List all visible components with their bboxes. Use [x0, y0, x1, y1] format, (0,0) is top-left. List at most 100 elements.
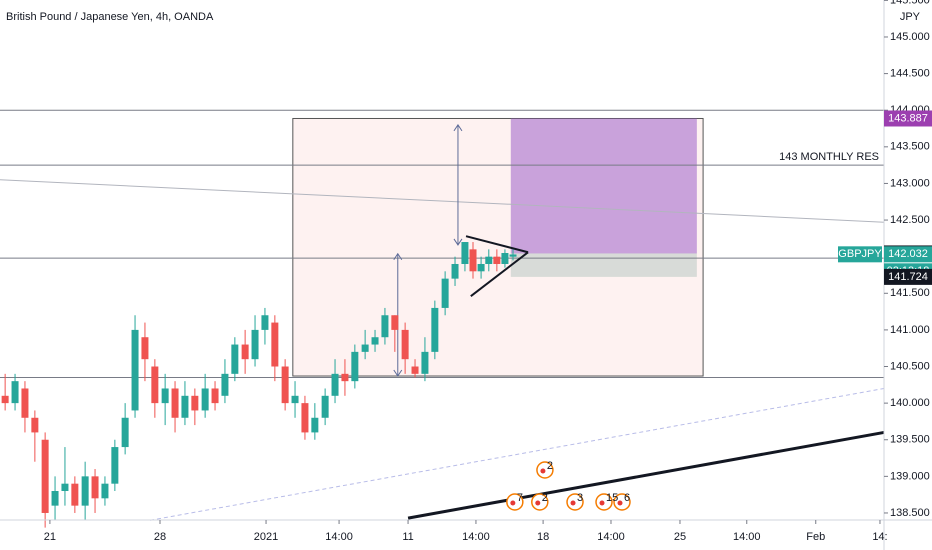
candle-body: [31, 417, 39, 433]
x-tick-label: 14:00: [462, 531, 490, 543]
y-tick-label: 145.000: [890, 31, 930, 43]
event-count: 6: [624, 492, 630, 504]
candle-body: [361, 344, 369, 352]
event-dot: [510, 500, 516, 506]
candle-body: [477, 263, 485, 272]
y-tick-label: 142.500: [890, 214, 930, 226]
candle-body: [11, 381, 19, 404]
x-tick-label: 14:00: [597, 531, 625, 543]
candle-body: [301, 403, 309, 433]
event-count: 15: [606, 492, 618, 504]
candle-body: [201, 388, 209, 411]
chart-title: British Pound / Japanese Yen, 4h, OANDA: [6, 11, 214, 23]
trend-line: [149, 387, 885, 521]
candle-body: [509, 254, 517, 257]
candle-body: [469, 249, 477, 272]
candle-body: [411, 366, 419, 374]
x-tick-label: 11: [402, 531, 413, 543]
x-tick-label: 14:00: [733, 531, 761, 543]
candle-body: [261, 315, 269, 330]
arrow-head: [453, 123, 463, 246]
annotation: 143 MONTHLY RES: [779, 151, 879, 163]
candle-body: [421, 351, 429, 374]
x-tick-label: Feb: [806, 531, 825, 543]
candle-body: [1, 395, 9, 404]
candle-body: [271, 322, 279, 367]
candle-body: [391, 315, 399, 330]
candle-body: [341, 373, 349, 382]
candle-body: [441, 278, 449, 308]
candle-body: [493, 256, 501, 264]
x-tick-label: 2021: [254, 531, 278, 543]
candle-body: [321, 395, 329, 418]
target-box: [510, 118, 697, 254]
candle-body: [381, 315, 389, 338]
plot: [0, 109, 885, 528]
trend-line: [0, 179, 885, 223]
x-tick-label: 28: [154, 531, 166, 543]
y-tick-label: 140.500: [890, 360, 930, 372]
candle-body: [331, 373, 339, 396]
candle-body: [485, 256, 493, 264]
candle-body: [151, 366, 159, 404]
trend-line: [470, 251, 529, 298]
candle-body: [161, 388, 169, 404]
price-tag: [884, 110, 932, 127]
candle-body: [501, 253, 509, 264]
x-tick-label: 14:: [872, 531, 887, 543]
y-tick-label: 141.500: [890, 287, 930, 299]
candle-body: [281, 366, 289, 404]
event-dot: [570, 500, 576, 506]
price-tag-label: 143.887: [888, 112, 928, 124]
y-tick-label: 139.000: [890, 470, 930, 482]
symbol-label: GBPJPY: [838, 248, 882, 260]
y-tick-label: 143.500: [890, 141, 930, 153]
trend-line: [407, 430, 885, 520]
currency: JPY: [900, 11, 921, 23]
candle-body: [21, 388, 29, 418]
price-tag: [884, 246, 932, 263]
candle-body: [171, 388, 179, 418]
candle-body: [231, 344, 239, 374]
y-tick-label: 145.500: [890, 0, 930, 6]
x-tick-label: 14:00: [325, 531, 353, 543]
candle-body: [211, 388, 219, 404]
y-tick-label: 140.000: [890, 397, 930, 409]
candle-body: [141, 337, 149, 360]
price-tag-label: 141.724: [888, 271, 928, 283]
candle-body: [41, 439, 49, 513]
y-tick-label: 139.500: [890, 434, 930, 446]
event-dot: [617, 500, 623, 506]
candle-body: [91, 476, 99, 499]
candle-body: [81, 476, 89, 506]
event-count: 3: [577, 492, 583, 504]
candle-body: [101, 483, 109, 499]
event-dot: [540, 468, 546, 474]
symbol-tag: [838, 246, 882, 263]
candle-body: [291, 395, 299, 404]
candle-body: [461, 242, 469, 264]
price-tag-label: 142.032: [888, 248, 928, 260]
event-count: 2: [542, 492, 548, 504]
y-tick-label: 138.500: [890, 507, 930, 519]
x-tick-label: 18: [537, 531, 549, 543]
candle-body: [431, 307, 439, 352]
candle-body: [371, 337, 379, 345]
candle-body: [251, 329, 259, 360]
y-tick-label: 143.000: [890, 177, 930, 189]
event-dot: [535, 500, 541, 506]
candle-body: [61, 483, 69, 492]
candle-body: [311, 417, 319, 433]
arrow-head: [393, 252, 403, 377]
trend-line: [465, 235, 529, 254]
event-count: 7: [517, 492, 523, 504]
candle-body: [221, 373, 229, 396]
candle-body: [51, 491, 59, 506]
y-tick-label: 141.000: [890, 324, 930, 336]
candle-body: [191, 395, 199, 411]
candle-body: [451, 263, 459, 279]
candle-body: [71, 483, 79, 506]
stop-box: [510, 253, 697, 277]
